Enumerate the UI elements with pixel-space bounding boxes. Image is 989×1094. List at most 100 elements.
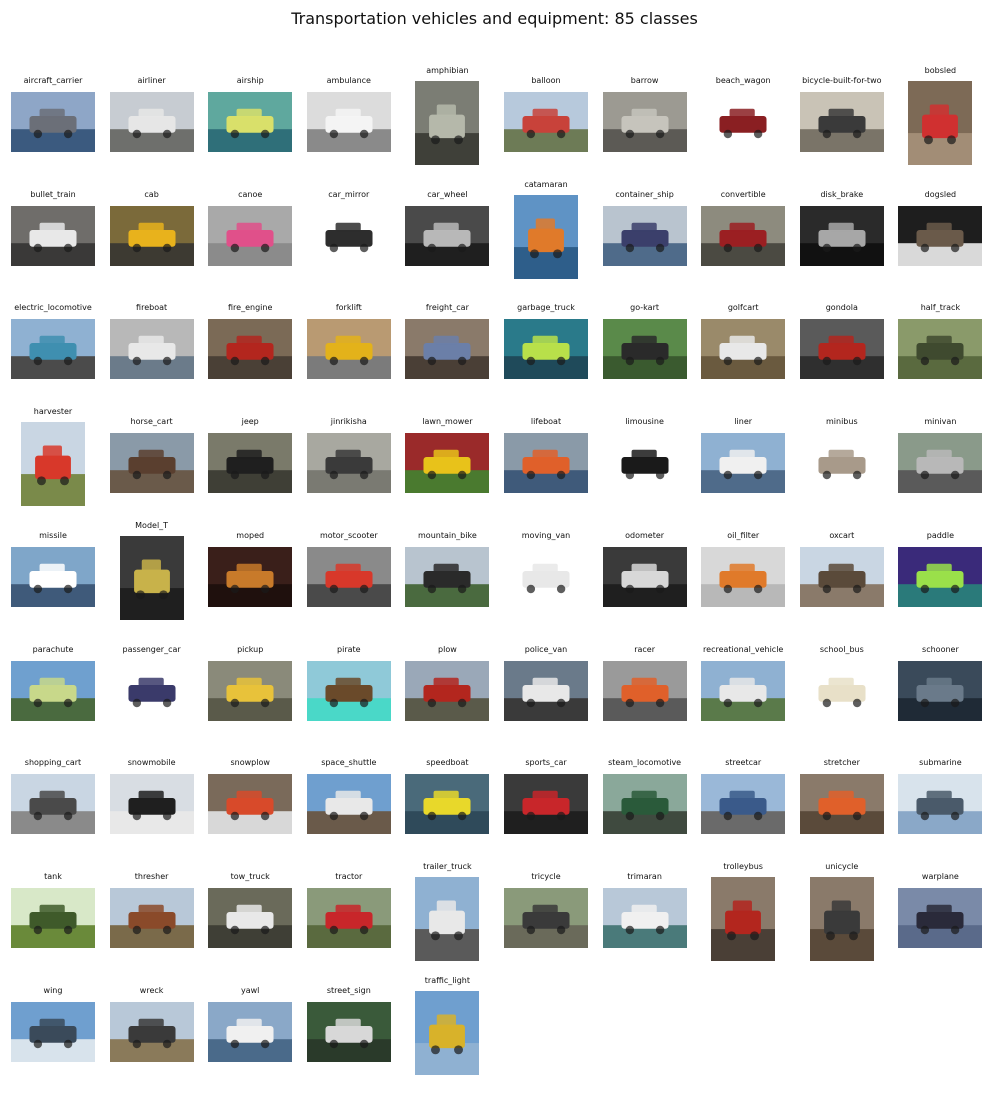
grid-cell: container_ship (596, 186, 694, 296)
class-label: lifeboat (530, 417, 562, 427)
brake-icon (799, 205, 884, 266)
thumbnail-image (11, 660, 95, 721)
truck-icon (415, 876, 480, 961)
thumbnail-image (306, 774, 391, 835)
thumbnail-image (119, 535, 184, 620)
ship-icon (701, 433, 786, 494)
grid-cell: electric_locomotive (4, 299, 102, 409)
grid-cell: cab (103, 186, 201, 296)
class-label: shopping_cart (24, 758, 82, 768)
tram-icon (701, 774, 786, 835)
thumbnail-image (405, 319, 490, 380)
grid-cell: minivan (891, 413, 989, 523)
harvester-icon (21, 422, 85, 507)
grid-cell: dogsled (891, 186, 989, 296)
grid-cell: half_track (891, 299, 989, 409)
class-label: airliner (137, 76, 166, 85)
grid-cell: fireboat (103, 299, 201, 409)
tricycle-icon (504, 887, 588, 948)
grid-cell: parachute (4, 641, 102, 751)
grid-cell: recreational_vehicle (694, 641, 792, 751)
class-label: minibus (825, 417, 858, 427)
bicycle-icon (405, 546, 490, 607)
class-label: car_mirror (328, 189, 370, 199)
class-label: bobsled (924, 66, 957, 75)
sailboat-icon (306, 660, 391, 721)
grid-cell: ambulance (300, 72, 398, 182)
class-label: gondola (825, 303, 858, 313)
thumbnail-image (898, 319, 983, 380)
thumbnail-image (701, 660, 786, 721)
thumbnail-image (602, 546, 687, 607)
class-label: submarine (919, 758, 962, 768)
grid-cell: disk_brake (793, 186, 891, 296)
thumbnail-image (11, 92, 95, 152)
class-label: tricycle (531, 871, 561, 881)
train-icon (11, 205, 95, 266)
thumbnail-image (11, 774, 95, 835)
grid-cell: pirate (300, 641, 398, 751)
wheel-icon (405, 205, 490, 266)
blimp-icon (208, 92, 293, 152)
thumbnail-image (109, 660, 194, 721)
thumbnail-image (898, 887, 983, 948)
ox-icon (799, 546, 884, 607)
class-label: pickup (237, 644, 264, 654)
tank-icon (898, 319, 983, 380)
grid-cell: sports_car (497, 754, 595, 864)
class-label: beach_wagon (715, 76, 771, 85)
class-label: racer (634, 644, 655, 654)
scooter-icon (208, 546, 293, 607)
grid-cell: trailer_truck (398, 862, 496, 978)
class-label: disk_brake (820, 189, 864, 199)
grid-cell: bullet_train (4, 186, 102, 296)
grid-cell: amphibian (398, 66, 496, 182)
class-label: plow (438, 644, 457, 654)
grid-cell: fire_engine (201, 299, 299, 409)
thumbnail-image (11, 319, 95, 380)
thumbnail-image (208, 887, 293, 948)
sailboat-icon (602, 887, 687, 948)
class-label: motor_scooter (319, 530, 378, 540)
car-icon (701, 205, 786, 266)
van-icon (504, 660, 588, 721)
grid-cell: limousine (596, 413, 694, 523)
tank-icon (11, 887, 95, 948)
thumbnail-image (415, 876, 480, 961)
thumbnail-image (415, 81, 480, 165)
class-label: trimaran (627, 871, 662, 881)
car-icon (504, 774, 588, 835)
plow-icon (208, 774, 293, 835)
grid-cell: catamaran (497, 180, 595, 296)
class-label: stretcher (823, 758, 860, 768)
railcar-icon (405, 319, 490, 380)
class-label: dogsled (924, 189, 957, 199)
grid-cell: jeep (201, 413, 299, 523)
mower-icon (405, 433, 490, 494)
class-label: recreational_vehicle (703, 644, 784, 654)
class-label: snowmobile (127, 758, 176, 768)
boat-icon (405, 774, 490, 835)
shuttle-icon (306, 774, 391, 835)
car-icon (109, 205, 194, 266)
class-label: lawn_mower (422, 417, 473, 427)
grid-cell: convertible (694, 186, 792, 296)
rv-icon (701, 660, 786, 721)
class-label: schooner (922, 644, 959, 654)
van-icon (306, 92, 391, 152)
bicycle-icon (799, 92, 884, 152)
class-label: go-kart (630, 303, 659, 313)
grid-cell: police_van (497, 641, 595, 751)
grid-cell: moving_van (497, 527, 595, 637)
class-label: streetcar (725, 758, 762, 768)
sign-icon (306, 1001, 391, 1062)
thumbnail-image (504, 660, 588, 721)
class-label: parachute (32, 644, 74, 654)
grid-cell: snowmobile (103, 754, 201, 864)
wreck-icon (109, 1001, 194, 1062)
class-label: paddle (926, 530, 955, 540)
thumbnail-image (602, 887, 687, 948)
airplane-icon (898, 887, 983, 948)
gondola-icon (799, 319, 884, 380)
